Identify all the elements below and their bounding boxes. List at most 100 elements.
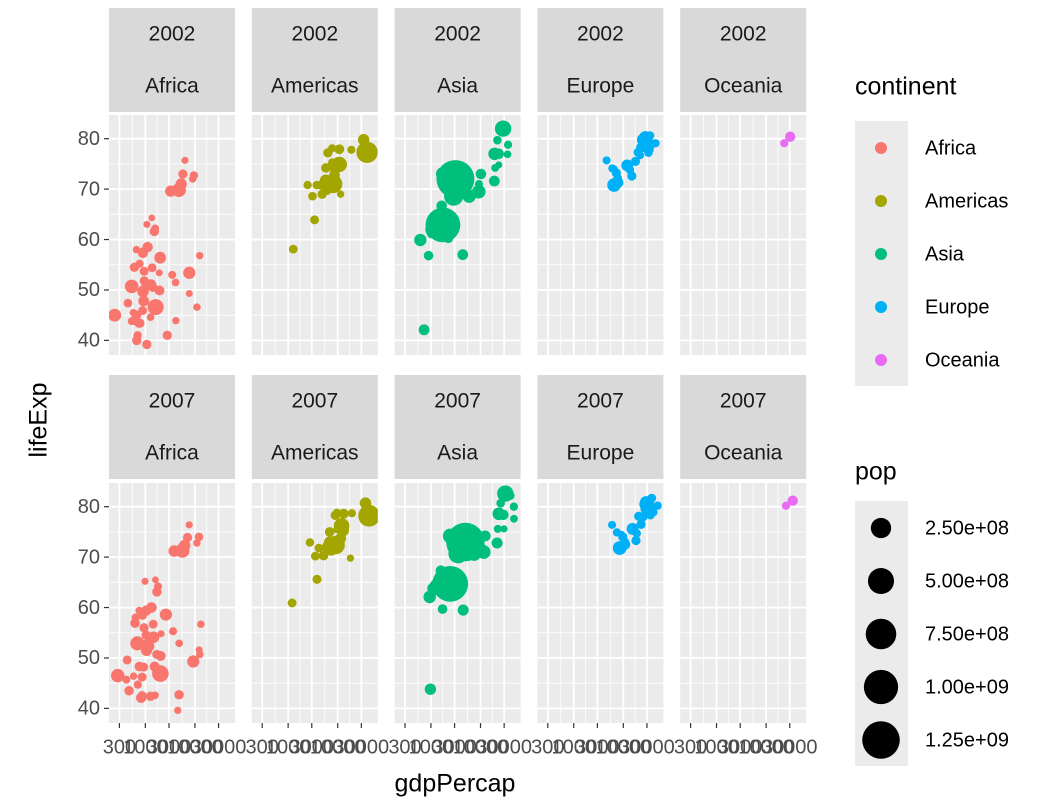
point [148,214,156,222]
point [138,306,148,316]
point [323,148,333,158]
strip [680,375,807,427]
point [414,233,427,247]
point [142,339,152,350]
point [182,532,193,543]
point [141,577,149,585]
point [510,514,518,523]
point [171,278,180,287]
point [137,285,149,298]
point [287,598,297,608]
point [138,611,147,620]
point [503,150,512,159]
y-tick-label: 80 [78,128,100,150]
point [618,532,628,542]
point [787,495,798,506]
points [414,120,513,336]
point [329,169,340,181]
x-tick-label: 3000 [147,736,192,758]
point [493,135,502,145]
point [607,178,621,192]
point [347,509,356,518]
point [109,308,122,322]
panel-background [680,115,807,355]
point [165,185,177,197]
point [189,175,197,183]
point [129,672,138,680]
point [159,608,172,621]
point [346,554,355,562]
point [124,279,139,294]
point [630,156,641,167]
point [435,166,451,182]
point [459,173,468,182]
point [155,269,163,277]
panel-background [680,483,807,723]
point [145,691,156,701]
y-tick-label: 70 [78,178,100,200]
legend-title: continent [855,73,957,101]
point [139,662,149,672]
x-tick-label: 300 [674,736,707,758]
point [509,502,519,511]
x-tick-label: 10000 [167,736,223,758]
point [148,619,158,629]
point [456,531,467,542]
points [288,134,378,254]
strip-label: Europe [567,442,635,465]
strip [680,8,807,60]
y-tick-label: 50 [78,279,100,301]
point [310,551,320,561]
point [183,266,196,279]
strip-label: 2007 [577,390,624,413]
x-tick-label: 30000 [334,736,390,758]
legend-label: Asia [925,243,965,265]
point [477,542,486,552]
point [493,148,504,160]
strip [251,8,378,60]
point [147,263,157,273]
point [147,299,164,316]
points [287,497,378,608]
x-tick-label: 1000 [123,736,168,758]
strip-label: Oceania [704,442,783,465]
point [324,527,335,537]
point [330,510,340,520]
point [632,529,641,538]
strip [394,8,521,60]
point [139,276,149,286]
size-legend-label: 1.00e+09 [925,676,1009,698]
strip-label: Oceania [704,75,783,98]
point [130,618,140,628]
size-legend-label: 7.50e+08 [925,623,1009,645]
strip-label: 2002 [577,23,624,46]
strip-label: 2007 [291,390,338,413]
point [138,247,147,256]
points [608,493,662,555]
point [195,646,203,654]
strip-label: 2002 [720,23,767,46]
point [602,156,611,165]
y-tick-label: 50 [78,647,100,669]
point [334,520,343,529]
strip [537,427,664,479]
point [503,140,513,149]
legend-label: Oceania [925,349,1000,371]
legend-label: Americas [925,190,1008,212]
point [318,550,329,561]
point [312,574,322,584]
strip [394,60,521,112]
points [602,131,660,192]
strip-label: 2002 [434,23,481,46]
legend-marker [875,248,887,260]
point [334,144,345,155]
point [336,190,345,198]
point [152,649,162,660]
point [457,249,469,261]
point [174,706,182,715]
point [288,244,298,254]
point [645,131,655,141]
point [642,503,656,517]
size-legend-label: 2.50e+08 [925,517,1009,539]
